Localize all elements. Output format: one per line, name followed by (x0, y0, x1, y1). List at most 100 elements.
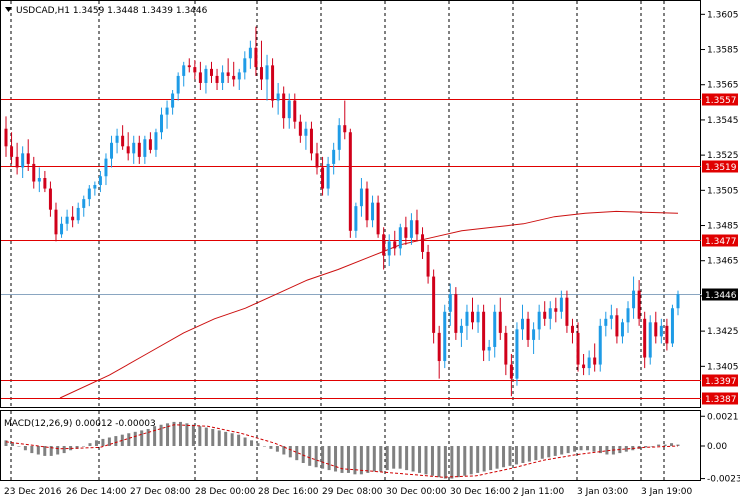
candle-body (582, 365, 585, 369)
macd-bar (366, 446, 369, 473)
candle-body (504, 333, 507, 365)
macd-bar (17, 446, 20, 447)
candle-body (288, 101, 291, 119)
time-label: 27 Dec 08:00 (130, 487, 191, 497)
candle-body (310, 129, 313, 154)
macd-bar (399, 446, 402, 469)
price-tick-label: 1.3485 (707, 222, 739, 232)
candle-body (554, 308, 557, 312)
macd-bar (37, 446, 40, 455)
time-label: 30 Dec 16:00 (450, 487, 511, 497)
macd-bar (483, 446, 486, 472)
candle (599, 319, 602, 372)
candle-body (477, 312, 480, 323)
macd-bar (593, 446, 596, 452)
macd-bar (179, 422, 182, 446)
macd-tick-label: 0.0021 (707, 412, 739, 422)
macd-bar (509, 446, 512, 466)
candle-body (221, 72, 224, 83)
candle-body (671, 308, 674, 343)
candle-body (471, 312, 474, 323)
macd-bar (237, 435, 240, 446)
macd-bar (127, 433, 130, 446)
candle-body (77, 208, 80, 220)
candle-body (116, 136, 119, 143)
time-label: 28 Dec 00:00 (195, 487, 256, 497)
candle-body (460, 326, 463, 333)
candle-body (415, 220, 418, 234)
time-label: 3 Jan 19:00 (641, 487, 693, 497)
time-label: 30 Dec 00:00 (386, 487, 447, 497)
candle-body (538, 312, 541, 330)
macd-bar (541, 446, 544, 459)
candle-body (293, 101, 296, 122)
candle-body (599, 326, 602, 365)
candle-body (577, 333, 580, 365)
candle-body (327, 164, 330, 189)
level-tag-text: 1.3387 (705, 395, 737, 405)
macd-bar (218, 430, 221, 446)
candle-body (160, 115, 163, 133)
candle-body (282, 94, 285, 119)
candle-body (227, 72, 230, 76)
candle-body (560, 298, 563, 312)
candle-body (54, 210, 57, 235)
macd-bar (412, 446, 415, 472)
macd-bar (140, 430, 143, 446)
candle-body (421, 234, 424, 252)
candle-body (43, 178, 46, 189)
macd-bar (463, 446, 466, 476)
candle-body (677, 294, 680, 308)
candle-body (349, 132, 352, 231)
candle (349, 129, 352, 238)
macd-bar (198, 426, 201, 446)
macd-bar (470, 446, 473, 474)
candle-body (588, 358, 591, 369)
macd-bar (328, 446, 331, 470)
macd-bar (651, 446, 654, 447)
macd-bar (476, 446, 479, 473)
price-tick-label: 1.3585 (707, 46, 739, 56)
symbol-header[interactable]: USDCAD,H1 1.3459 1.3448 1.3439 1.3446 (5, 6, 208, 16)
candle-body (321, 167, 324, 188)
macd-bar (289, 446, 292, 457)
candle-body (232, 76, 235, 80)
candle-body (382, 234, 385, 255)
candle-body (638, 291, 641, 319)
candle-body (138, 143, 141, 157)
macd-bar (573, 446, 576, 452)
candle-body (16, 157, 19, 168)
candle-body (571, 326, 574, 333)
candle-body (93, 185, 96, 189)
macd-label: MACD(12,26,9) 0.00012 -0.00003 (4, 419, 156, 429)
macd-bar (392, 446, 395, 469)
macd-bar (263, 446, 266, 447)
macd-bar (373, 446, 376, 472)
macd-bar (95, 440, 98, 446)
time-label: 3 Jan 03:00 (577, 487, 629, 497)
candle-body (166, 108, 169, 115)
macd-bar (89, 443, 92, 446)
candle-body (627, 308, 630, 322)
candle-body (332, 150, 335, 164)
macd-bar (418, 446, 421, 473)
candle-body (377, 203, 380, 235)
candle-body (510, 365, 513, 379)
current-price-text: 1.3446 (705, 291, 737, 301)
candle-body (432, 277, 435, 333)
candle-body (521, 319, 524, 330)
candle-body (482, 312, 485, 351)
level-tag-text: 1.3557 (705, 96, 737, 106)
macd-bar (405, 446, 408, 470)
macd-bar (302, 446, 305, 463)
candle (515, 322, 518, 385)
candle-body (132, 143, 135, 154)
candle (432, 270, 435, 344)
candle-body (127, 146, 130, 153)
macd-bar (444, 446, 447, 479)
time-label: 26 Dec 14:00 (66, 487, 127, 497)
time-label: 23 Dec 2016 (4, 487, 62, 497)
price-tick-label: 1.3565 (707, 81, 739, 91)
candle-body (99, 176, 102, 185)
